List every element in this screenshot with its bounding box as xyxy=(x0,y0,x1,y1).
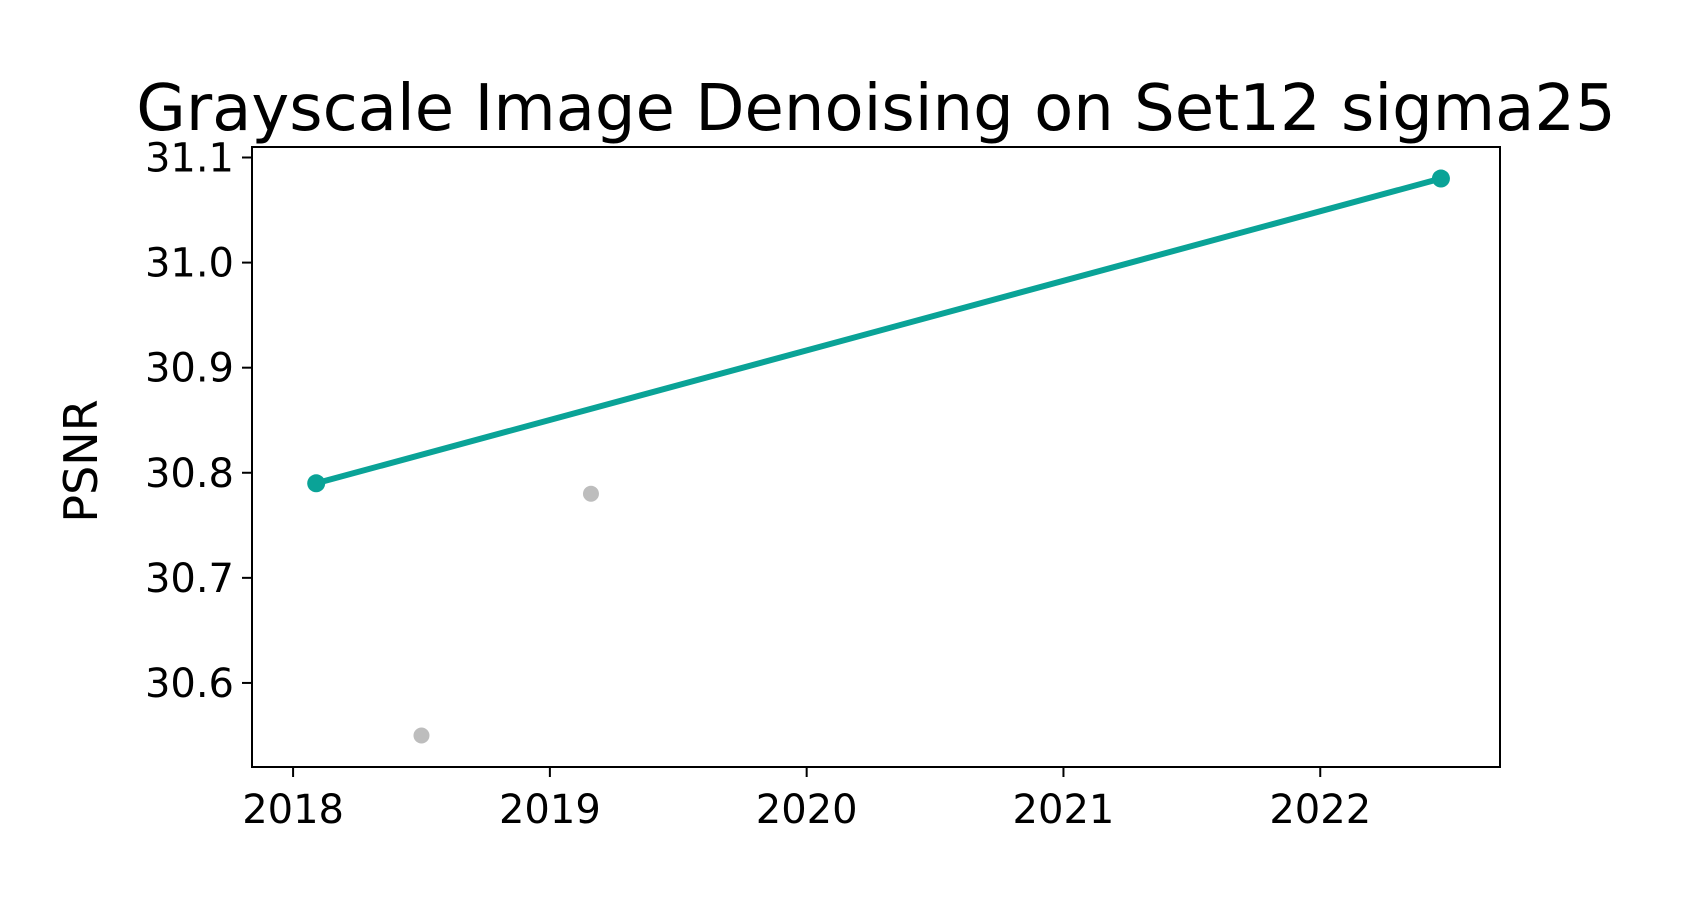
x-tick-label: 2019 xyxy=(499,787,601,833)
y-tick-label: 31.0 xyxy=(145,241,234,287)
y-tick-label: 30.9 xyxy=(145,346,234,392)
y-axis-label: PSNR xyxy=(54,399,108,522)
y-tick-label: 30.7 xyxy=(145,556,234,602)
x-tick-label: 2020 xyxy=(756,787,858,833)
chart-title: Grayscale Image Denoising on Set12 sigma… xyxy=(136,72,1616,146)
x-tick-label: 2018 xyxy=(242,787,344,833)
line-point xyxy=(1431,169,1450,188)
line-point xyxy=(307,474,326,493)
y-tick-label: 30.6 xyxy=(145,661,234,707)
y-tick-label: 31.1 xyxy=(145,136,234,182)
series-line xyxy=(313,175,1444,487)
scatter-point xyxy=(582,485,599,502)
axes-frame xyxy=(251,146,1501,768)
x-axis: 2018 2019 2020 2021 2022 xyxy=(242,767,1371,833)
y-tick-label: 30.8 xyxy=(145,451,234,497)
y-axis: 30.6 30.7 30.8 30.9 31.0 31.1 xyxy=(145,136,252,707)
scatter-point xyxy=(413,727,430,744)
x-tick-label: 2022 xyxy=(1269,787,1371,833)
x-tick-label: 2021 xyxy=(1013,787,1115,833)
plot-area xyxy=(307,169,1450,744)
